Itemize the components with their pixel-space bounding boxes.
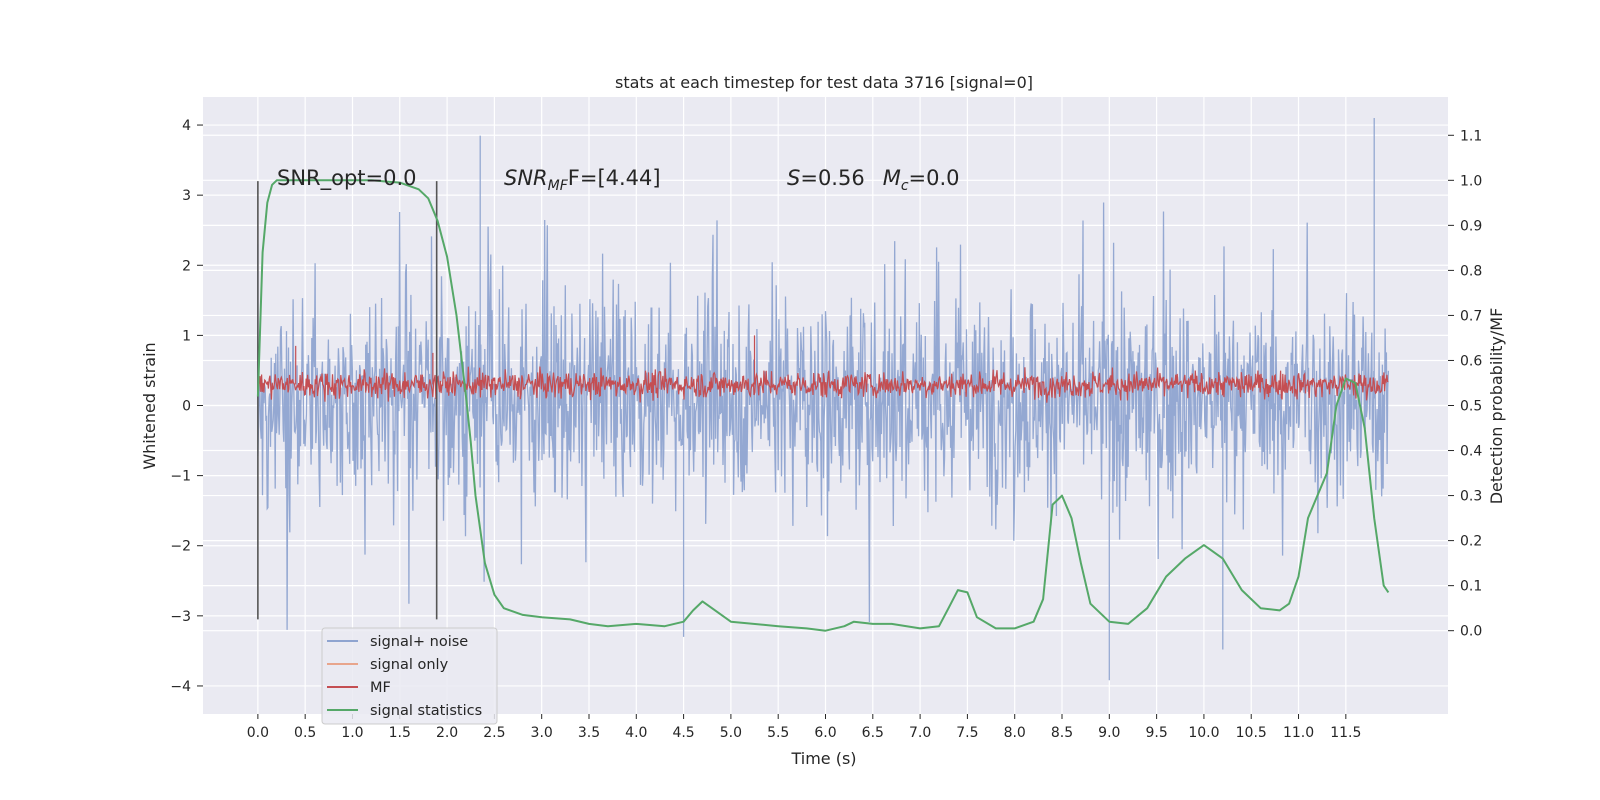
annotation-snr-mf: SNRMFF=[4.44] (504, 166, 661, 194)
y-right-tick-label: 1.1 (1460, 128, 1482, 144)
legend-label-mf: MF (370, 680, 391, 696)
y-right-tick-label: 0.4 (1460, 444, 1482, 460)
y-tick-label: 3 (182, 188, 191, 204)
x-tick-label: 7.5 (956, 725, 978, 741)
s-value: =0.56 (800, 166, 864, 190)
x-tick-label: 10.5 (1236, 725, 1267, 741)
x-tick-label: 0.5 (294, 725, 316, 741)
snr-mf-sub: MF (548, 178, 569, 194)
x-tick-label: 8.0 (1004, 725, 1026, 741)
vertical-markers (257, 181, 438, 620)
annotation-s-mc: S=0.56 Mc=0.0 (787, 166, 960, 194)
y-axis-right-label: Detection probability/MF (1487, 308, 1506, 505)
y-right-tick-label: 0.6 (1460, 353, 1482, 369)
y-right-tick-label: 0.0 (1460, 624, 1482, 640)
y-tick-label: −3 (170, 609, 191, 625)
x-tick-label: 4.0 (625, 725, 647, 741)
x-tick-label: 3.5 (578, 725, 600, 741)
legend-box (321, 627, 498, 725)
y-axis-ticks: 4 3 2 1 0 −1 −2 −3 −4 (170, 118, 203, 695)
mc-value: =0.0 (909, 166, 960, 190)
x-tick-label: 2.5 (483, 725, 505, 741)
y-tick-label: 4 (182, 118, 191, 134)
snr-mf-value: F=[4.44] (568, 166, 661, 190)
y-axis-right-ticks: 1.1 1.0 0.9 0.8 0.7 0.6 0.5 0.4 0.3 0.2 0.1 0.0 (1448, 128, 1482, 640)
x-tick-label: 1.5 (389, 725, 411, 741)
s-label: S (787, 166, 800, 190)
x-tick-label: 6.0 (814, 725, 836, 741)
x-tick-label: 9.0 (1098, 725, 1120, 741)
x-tick-label: 4.5 (672, 725, 694, 741)
y-right-tick-label: 0.2 (1460, 534, 1482, 550)
x-tick-label: 5.5 (767, 725, 789, 741)
y-tick-label: −1 (170, 469, 191, 485)
legend: signal+ noise signal only MF signal stat… (321, 627, 498, 725)
x-tick-label: 8.5 (1051, 725, 1073, 741)
series-signal-statistics (256, 179, 1390, 632)
legend-label-signal-noise: signal+ noise (370, 634, 468, 650)
y-right-tick-label: 0.3 (1460, 489, 1482, 505)
signal-statistics-line (256, 179, 1390, 632)
y-axis-label: Whitened strain (140, 342, 159, 469)
legend-label-signal-only: signal only (370, 657, 449, 673)
mf-line (257, 335, 1389, 403)
y-tick-label: −4 (170, 679, 191, 695)
x-tick-label: 9.5 (1145, 725, 1167, 741)
chart-title: stats at each timestep for test data 371… (615, 73, 1033, 92)
x-tick-label: 11.0 (1283, 725, 1314, 741)
snr-mf-base: SNR (504, 166, 548, 190)
y-tick-label: −2 (170, 539, 191, 555)
x-axis-label: Time (s) (790, 749, 856, 768)
y-tick-label: 1 (182, 328, 191, 344)
y-right-tick-label: 0.7 (1460, 308, 1482, 324)
x-axis-ticks: 0.0 0.5 1.0 1.5 2.0 2.5 3.0 3.5 4.0 4.5 5.0 5.5 6.0 6… (247, 714, 1361, 741)
annotation-snr-opt: SNR_opt=0.0 (277, 166, 417, 191)
y-right-tick-label: 1.0 (1460, 173, 1482, 189)
y-tick-label: 2 (182, 258, 191, 274)
x-tick-label: 1.0 (341, 725, 363, 741)
x-tick-label: 11.5 (1330, 725, 1361, 741)
y-tick-label: 0 (182, 399, 191, 415)
x-tick-label: 2.0 (436, 725, 458, 741)
legend-label-signal-statistics: signal statistics (370, 703, 482, 719)
y-right-tick-label: 0.1 (1460, 579, 1482, 595)
y-right-tick-label: 0.9 (1460, 218, 1482, 234)
x-tick-label: 10.0 (1188, 725, 1219, 741)
series-mf (257, 335, 1389, 403)
y-right-tick-label: 0.5 (1460, 399, 1482, 415)
y-right-tick-label: 0.8 (1460, 263, 1482, 279)
mc-label: M (883, 166, 901, 190)
x-tick-label: 6.5 (862, 725, 884, 741)
x-tick-label: 7.0 (909, 725, 931, 741)
x-tick-label: 3.0 (531, 725, 553, 741)
x-tick-label: 5.0 (720, 725, 742, 741)
mc-sub: c (901, 178, 909, 194)
x-tick-label: 0.0 (247, 725, 269, 741)
